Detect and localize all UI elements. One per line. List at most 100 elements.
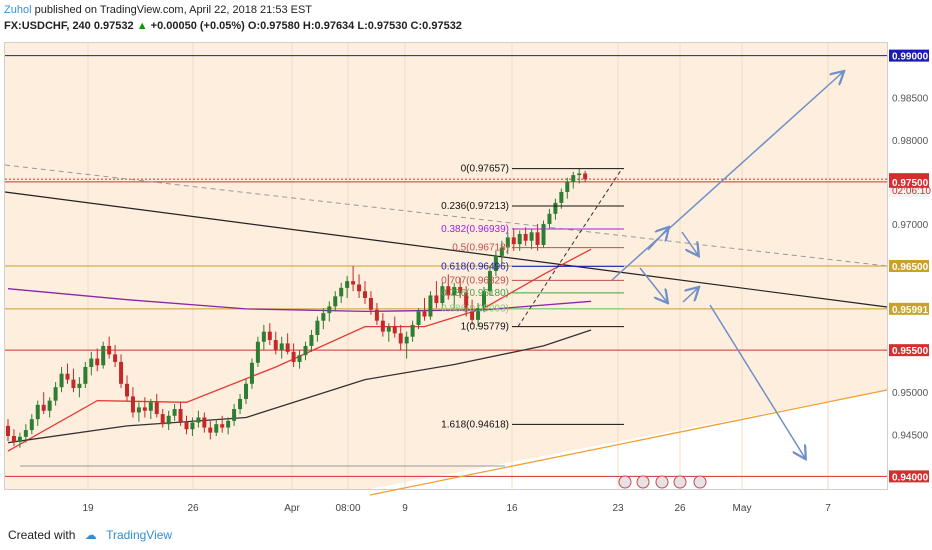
candle-body <box>267 331 272 341</box>
published-text: published on TradingView.com, April 22, … <box>34 4 313 16</box>
x-tick-label: 9 <box>402 503 408 514</box>
candle-body <box>321 313 326 321</box>
trendline-black <box>4 191 888 308</box>
candle-body <box>125 383 129 397</box>
candle-body <box>226 420 231 428</box>
candle-body <box>440 286 445 304</box>
candle-body <box>11 435 16 442</box>
candle-body <box>315 320 320 336</box>
footer: Created with ☁ TradingView <box>8 528 172 542</box>
change-text: +0.00050 (+0.05%) <box>150 20 245 32</box>
candle-body <box>166 415 171 425</box>
candle-body <box>190 422 195 430</box>
candle-body <box>285 343 290 352</box>
y-tick-label: 0.97000 <box>892 220 929 231</box>
candle-body <box>17 436 22 442</box>
scenario-arrow <box>682 288 698 303</box>
candle-body <box>493 255 498 272</box>
scenario-arrow <box>611 72 843 281</box>
candle-body <box>95 358 100 366</box>
candle-body <box>357 284 362 292</box>
tradingview-cloud-icon: ☁ <box>84 528 97 542</box>
moving-average-0 <box>7 248 592 452</box>
countdown-label: 02:06:10 <box>892 186 931 197</box>
candle-body <box>422 311 427 317</box>
candle-body <box>464 292 469 312</box>
fib-level-label: 0.707(0.96329) <box>441 275 509 286</box>
candle-body <box>583 173 588 180</box>
fib-level-label: 0.618(0.96496) <box>441 261 509 272</box>
author-link[interactable]: Zuhol <box>4 4 32 16</box>
moving-average-2 <box>7 288 592 313</box>
last-price: 0.97532 <box>93 20 134 32</box>
price-tag-box <box>889 344 929 357</box>
candle-body <box>577 173 582 176</box>
symbol-info: FX:USDCHF, 240 0.97532 ▲ +0.00050 (+0.05… <box>4 20 462 32</box>
x-tick-label: 19 <box>82 503 94 514</box>
fib-level-label: 1.618(0.94618) <box>441 419 509 430</box>
price-tag-label: 0.96500 <box>892 262 929 273</box>
price-tag-label: 0.95500 <box>892 346 929 357</box>
candle-body <box>35 404 40 420</box>
candle-body <box>107 345 112 355</box>
candle-body <box>458 287 463 293</box>
y-tick-label: 0.94500 <box>892 430 929 441</box>
candle-body <box>398 333 403 344</box>
candle-body <box>291 351 296 362</box>
candle-body <box>452 287 457 296</box>
fib-level-label: 0.786(0.96180) <box>441 288 509 299</box>
candle-body <box>83 366 88 384</box>
candle-body <box>499 247 504 256</box>
x-tick-label: 26 <box>674 503 686 514</box>
publish-info: Zuhol published on TradingView.com, Apri… <box>4 4 312 16</box>
x-tick-label: 16 <box>506 503 518 514</box>
x-tick-label: 7 <box>825 503 831 514</box>
plot-frame <box>4 42 888 490</box>
candle-body <box>202 417 207 428</box>
candle-body <box>101 345 106 366</box>
candle-body <box>428 295 433 317</box>
candle-body <box>113 354 118 362</box>
candle-body <box>178 409 183 422</box>
ohlc-text: O:0.97580 H:0.97634 L:0.97530 C:0.97532 <box>247 20 462 32</box>
candle-body <box>172 409 177 416</box>
candle-body <box>547 213 552 224</box>
candle-body <box>6 425 10 436</box>
fib-level-label: 0.886(0.95993) <box>441 304 509 315</box>
candle-body <box>380 320 385 332</box>
candle-body <box>119 361 124 384</box>
fib-level-label: 0.382(0.96939) <box>441 224 509 235</box>
candle-body <box>71 379 76 389</box>
price-tag-box <box>889 470 929 483</box>
candle-body <box>482 291 486 309</box>
economic-event-icon <box>673 475 687 489</box>
candle-body <box>446 286 451 296</box>
candle-body <box>244 383 248 399</box>
scenario-arrow <box>647 228 668 251</box>
candle-body <box>65 373 70 380</box>
candle-body <box>327 306 332 314</box>
symbol-label: FX:USDCHF, 240 <box>4 20 91 32</box>
candle-body <box>517 234 522 245</box>
tradingview-brand[interactable]: TradingView <box>106 528 173 542</box>
candle-body <box>160 414 165 425</box>
fib-diagonal <box>517 168 623 327</box>
candle-body <box>303 345 308 356</box>
candle-body <box>23 430 28 437</box>
candle-body <box>279 343 284 351</box>
candle-body <box>511 237 516 245</box>
fib-level-label: 1(0.95779) <box>461 322 509 333</box>
candle-body <box>386 326 391 332</box>
price-tag-box <box>889 49 929 62</box>
candle-body <box>29 419 34 431</box>
candle-body <box>273 340 278 351</box>
candle-body <box>410 324 415 337</box>
up-arrow-icon: ▲ <box>136 20 148 32</box>
economic-event-icon <box>693 475 707 489</box>
candle-body <box>351 281 356 285</box>
candle-body <box>77 383 82 389</box>
candle-body <box>249 362 254 384</box>
candle-body <box>220 424 225 428</box>
candle-body <box>333 296 338 307</box>
